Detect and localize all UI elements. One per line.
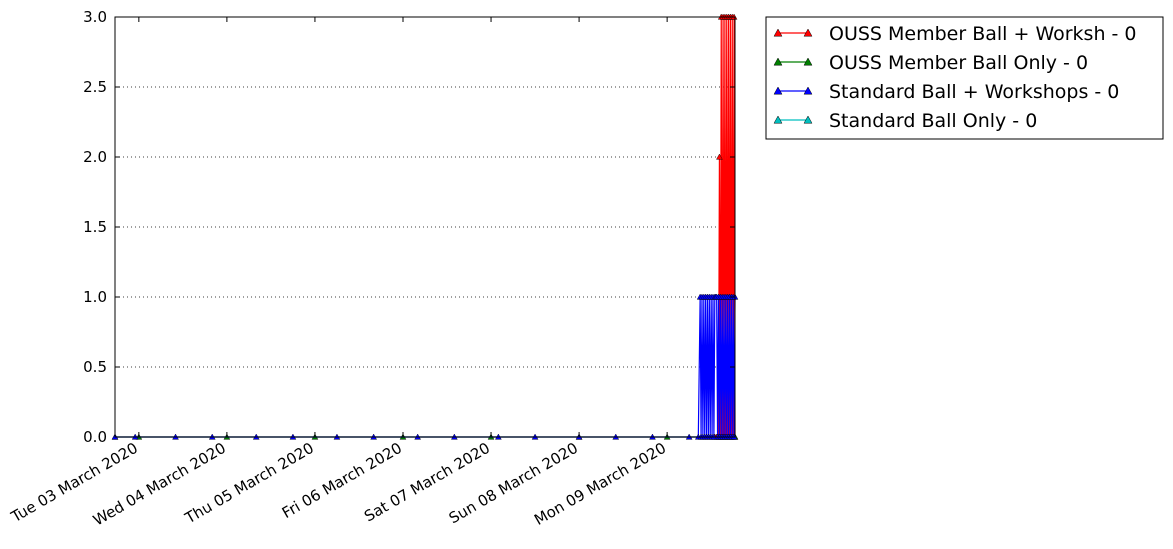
legend-label-3: Standard Ball Only - 0 bbox=[829, 110, 1037, 132]
legend: OUSS Member Ball + Worksh - 0 OUSS Member… bbox=[765, 16, 1164, 140]
legend-label-0: OUSS Member Ball + Worksh - 0 bbox=[829, 23, 1137, 45]
gridlines bbox=[115, 86, 735, 368]
legend-label-1: OUSS Member Ball Only - 0 bbox=[829, 52, 1088, 74]
y-tick-label: 1.0 bbox=[83, 288, 107, 306]
data-point bbox=[716, 153, 723, 160]
legend-marker-3 bbox=[803, 115, 813, 124]
legend-marker-1 bbox=[773, 57, 783, 66]
legend-box bbox=[765, 16, 1164, 140]
series-lines bbox=[111, 13, 739, 440]
y-tick-label: 2.0 bbox=[83, 148, 107, 166]
legend-marker-1 bbox=[803, 57, 813, 66]
legend-marker-0 bbox=[803, 28, 813, 37]
legend-marker-2 bbox=[803, 86, 813, 95]
plot-frame bbox=[114, 16, 736, 438]
y-tick-label: 0.5 bbox=[83, 358, 107, 376]
legend-label-2: Standard Ball + Workshops - 0 bbox=[829, 81, 1119, 103]
y-tick-label: 3.0 bbox=[83, 8, 107, 26]
y-tick-label: 0.0 bbox=[83, 428, 107, 446]
legend-marker-0 bbox=[773, 28, 783, 37]
y-tick-label: 2.5 bbox=[83, 78, 107, 96]
legend-marker-3 bbox=[773, 115, 783, 124]
y-tick-label: 1.5 bbox=[83, 218, 107, 236]
legend-marker-2 bbox=[773, 86, 783, 95]
